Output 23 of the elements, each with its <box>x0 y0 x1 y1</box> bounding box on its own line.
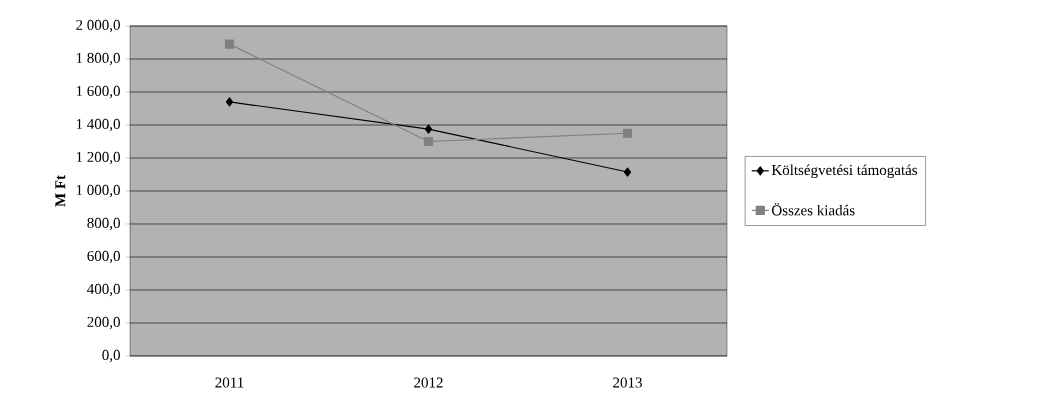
y-tick-label: 400,0 <box>87 283 120 297</box>
legend-label: Költségvetési támogatás <box>771 164 918 179</box>
y-tick-label: 1 400,0 <box>76 118 120 132</box>
y-tick-label: 1 000,0 <box>76 184 120 198</box>
point <box>224 39 235 49</box>
x-tick-label: 2011 <box>215 377 244 388</box>
y-tick-label: 0,0 <box>102 349 120 363</box>
point <box>424 124 433 134</box>
y-axis-title: M Ft <box>55 175 66 207</box>
point <box>622 128 633 138</box>
legend-label: Összes kiadás <box>772 203 855 216</box>
point <box>225 97 234 107</box>
y-tick-label: 200,0 <box>87 316 120 330</box>
y-tick-label: 1 600,0 <box>76 85 120 99</box>
y-tick-label: 800,0 <box>87 217 120 231</box>
y-tick-label: 1 200,0 <box>76 151 120 165</box>
y-tick-label: 600,0 <box>87 250 120 264</box>
point <box>623 167 632 177</box>
y-tick-label: 1 800,0 <box>76 52 120 66</box>
x-tick-label: 2012 <box>414 377 443 388</box>
point <box>423 136 434 147</box>
x-tick-label: 2013 <box>613 377 642 388</box>
y-tick-label: 2 000,0 <box>76 19 120 33</box>
